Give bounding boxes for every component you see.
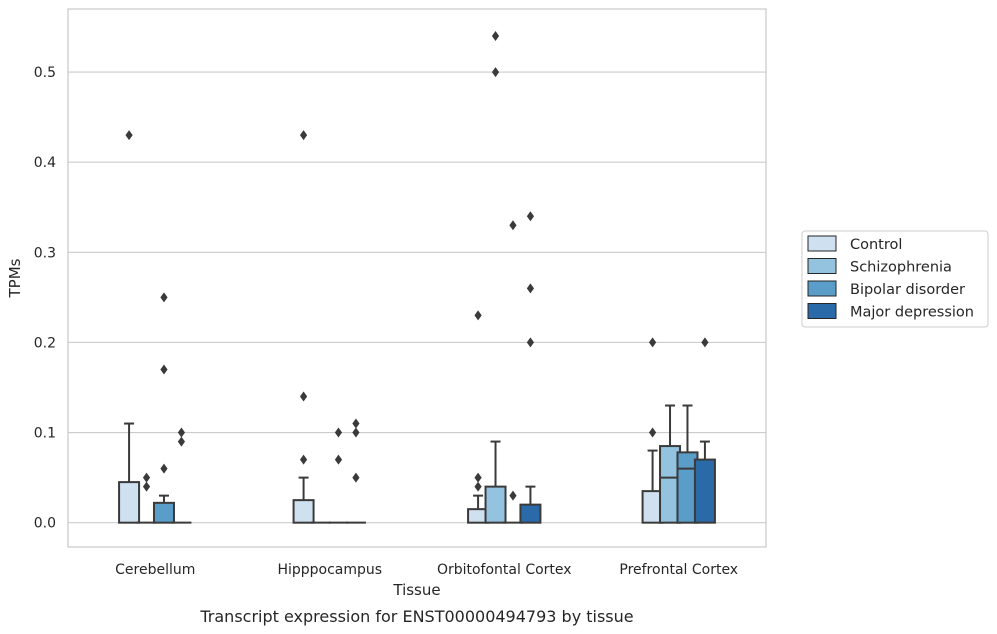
outlier-point [142, 481, 151, 492]
legend-swatch [807, 280, 837, 297]
legend-swatch [807, 235, 837, 252]
box [292, 499, 315, 524]
box [519, 503, 542, 524]
x-axis-label: Tissue [392, 581, 440, 599]
outlier-point [526, 211, 535, 222]
y-tick-label: 0.2 [34, 335, 56, 351]
x-tick-labels: Cerebellum Hipppocampus Orbitofontal Corte… [115, 562, 738, 578]
box-major-depression-orbitofontal-cortex [519, 211, 542, 524]
outlier-point [142, 472, 151, 483]
legend-swatch [807, 258, 837, 274]
box-major-depression-hipppocampus [345, 418, 366, 524]
outlier-point [491, 31, 500, 42]
y-axis-label: TPMs [6, 258, 24, 298]
x-tick-label: Cerebellum [115, 562, 195, 578]
outlier-point [299, 391, 308, 402]
box-bipolar-disorder-hipppocampus [328, 427, 349, 524]
box-control-cerebellum [118, 130, 141, 524]
box [118, 481, 141, 524]
outlier-point [160, 292, 168, 303]
outlier-point [648, 337, 657, 348]
y-tick-label: 0.5 [34, 65, 56, 81]
outlier-point [352, 472, 360, 483]
outlier-point [352, 427, 360, 438]
box-major-depression-cerebellum [171, 427, 192, 524]
outlier-point [334, 427, 343, 438]
plot-frame [67, 8, 767, 548]
outlier-point [352, 418, 360, 429]
box [484, 485, 507, 524]
outlier-point [526, 337, 535, 348]
outlier-point [491, 67, 500, 78]
outlier-point [509, 220, 517, 231]
legend-label: Control [850, 237, 902, 253]
y-tick-labels: 0.0 0.1 0.2 0.3 0.4 0.5 [34, 65, 56, 532]
box [152, 501, 175, 524]
outlier-point [160, 463, 168, 474]
legend-label: Schizophrenia [850, 260, 952, 276]
outlier-point [474, 481, 482, 492]
y-tick-label: 0.4 [34, 155, 56, 171]
outlier-point [177, 436, 186, 447]
legend-label: Bipolar disorder [850, 282, 965, 298]
outlier-point [125, 130, 133, 141]
outlier-point [299, 130, 308, 141]
chart-caption: Transcript expression for ENST0000049479… [199, 607, 633, 626]
legend-label: Major depression [850, 305, 974, 321]
legend-swatch [807, 303, 837, 319]
outlier-point [526, 283, 535, 294]
outlier-point [701, 337, 709, 348]
box-control-orbitofontal-cortex [467, 310, 490, 524]
box [693, 458, 716, 524]
y-tick-label: 0.1 [34, 426, 56, 442]
legend-frame [801, 230, 989, 328]
outlier-point [177, 427, 186, 438]
outlier-point [160, 364, 168, 375]
x-tick-label: Prefrontal Cortex [619, 562, 738, 578]
outlier-point [334, 454, 343, 465]
boxes-layer [118, 31, 716, 524]
outlier-point [299, 454, 308, 465]
box-bipolar-disorder-cerebellum [152, 292, 175, 524]
outlier-point [509, 490, 517, 501]
outlier-point [474, 310, 482, 321]
y-tick-label: 0.3 [34, 245, 56, 261]
outlier-point [474, 472, 482, 483]
legend: Control Schizophrenia Bipolar disorder Majo… [801, 230, 989, 328]
outlier-point [648, 427, 657, 438]
box-schizophrenia-orbitofontal-cortex [484, 31, 507, 524]
y-tick-label: 0.0 [34, 516, 56, 532]
x-tick-label: Hipppocampus [277, 562, 382, 578]
plot-area [68, 9, 766, 547]
box-control-prefrontal-cortex [641, 337, 664, 524]
box-major-depression-prefrontal-cortex [693, 337, 716, 524]
x-tick-label: Orbitofontal Cortex [437, 562, 572, 578]
box-control-hipppocampus [292, 130, 315, 524]
